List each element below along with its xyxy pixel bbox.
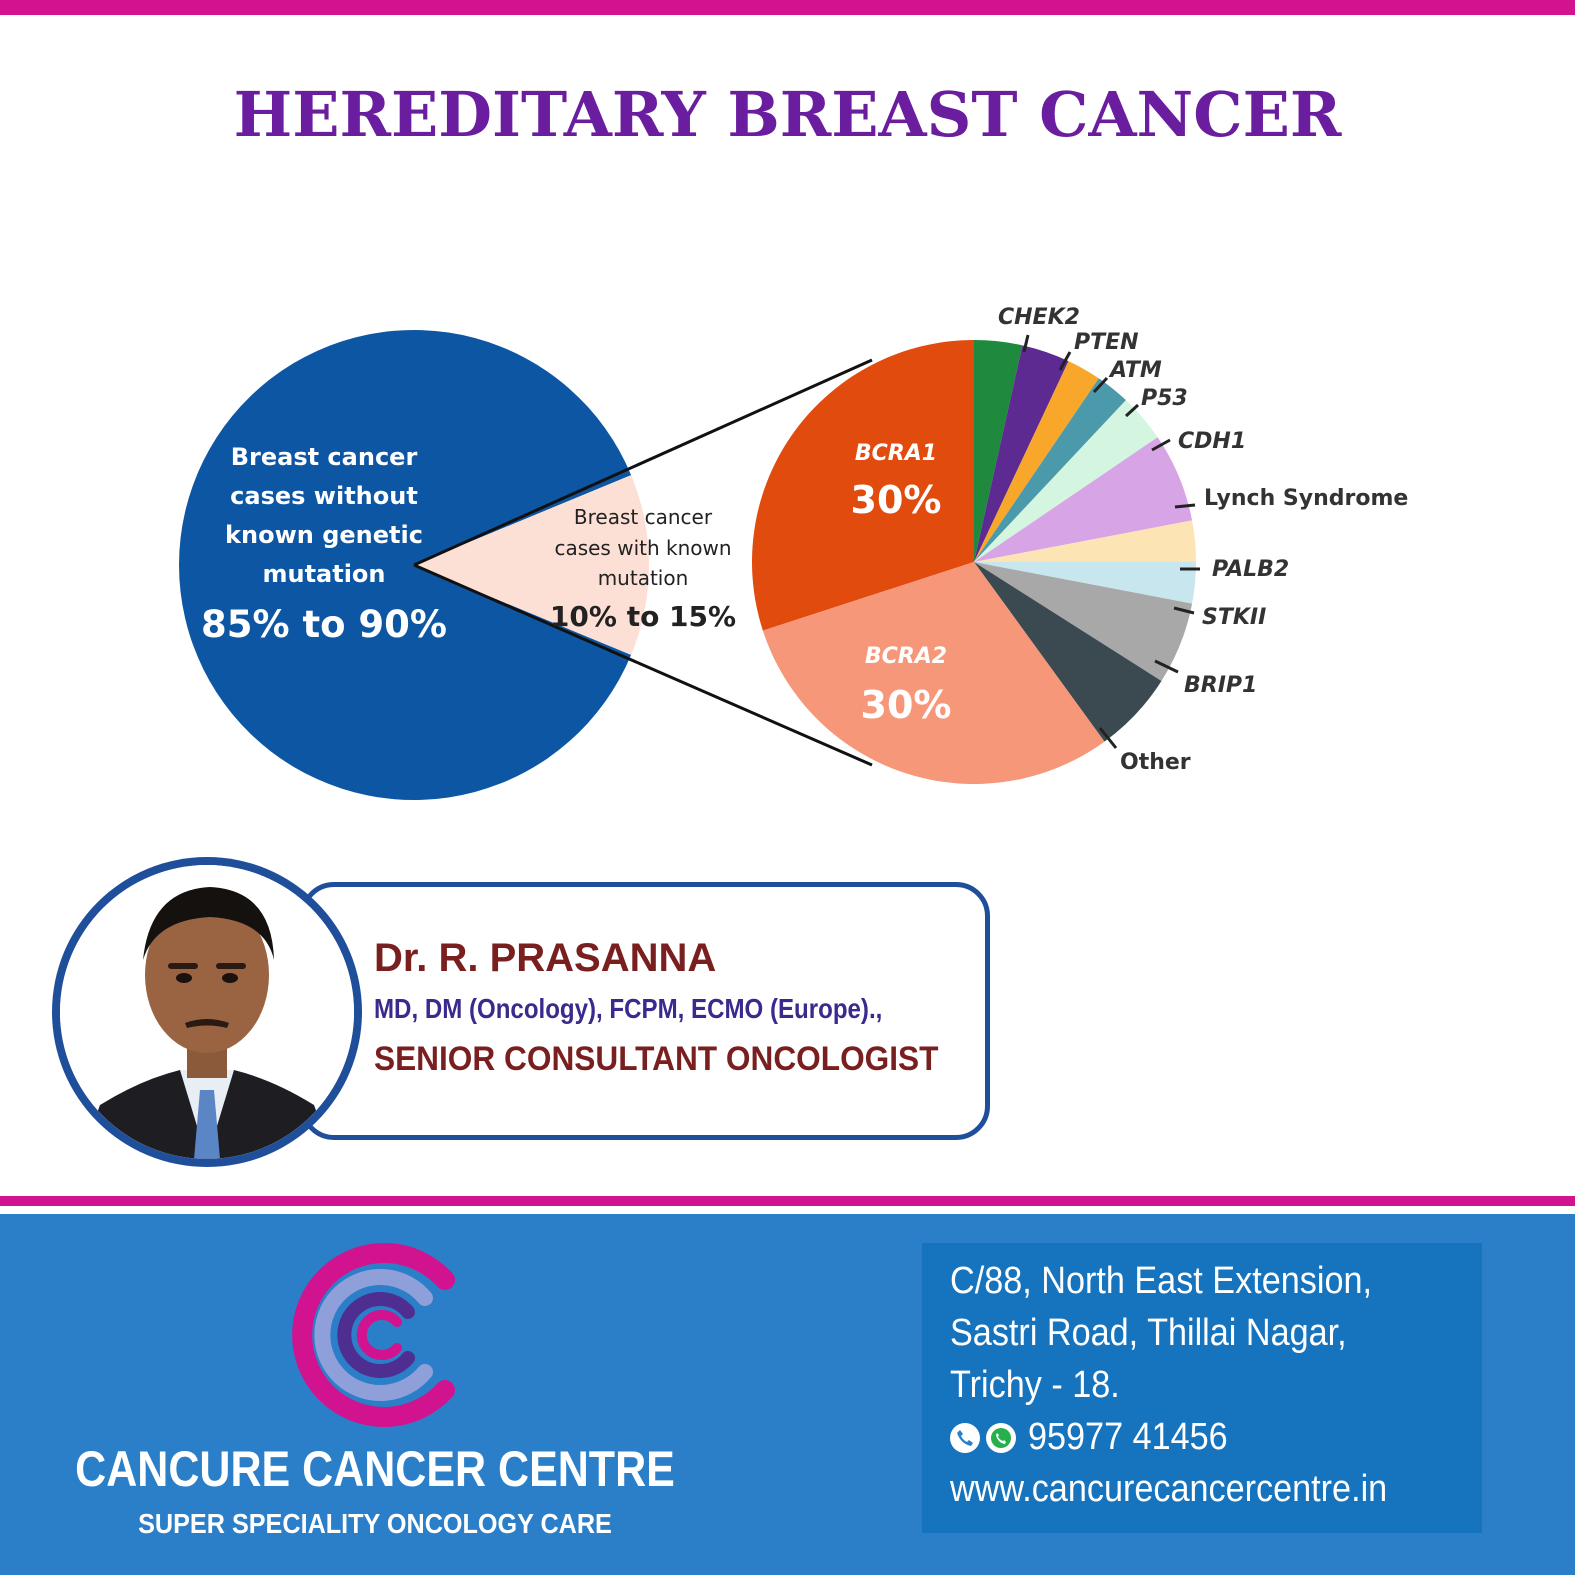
bcra1-label: BCRA1	[855, 441, 937, 466]
label-chek2: CHEK2	[998, 305, 1080, 330]
whatsapp-icon	[986, 1422, 1016, 1453]
label-atm: ATM	[1108, 358, 1162, 383]
slice-without-known-mutation	[179, 330, 632, 800]
leader-chek2	[1022, 334, 1030, 353]
left-pie-label-line4: mutation	[262, 560, 385, 588]
wedge-label-line1: Breast cancer	[574, 505, 713, 529]
address-line-2: Sastri Road, Thillai Nagar,	[950, 1312, 1347, 1354]
left-pie-label-line3: known genetic	[225, 521, 423, 549]
wedge-label-line3: mutation	[598, 566, 689, 590]
leader-atm	[1092, 376, 1109, 394]
slice-stkii	[974, 562, 1196, 604]
leader-brip1	[1154, 659, 1179, 674]
centre-tagline: SUPER SPECIALITY ONCOLOGY CARE	[138, 1508, 612, 1539]
slice-p53	[974, 378, 1126, 562]
slice-lynch-syndrome	[974, 437, 1193, 562]
doctor-qualifications: MD, DM (Oncology), FCPM, ECMO (Europe).,	[374, 993, 883, 1024]
website-link[interactable]: www.cancurecancercentre.in	[950, 1468, 1388, 1510]
doctor-photo	[60, 865, 354, 1159]
doctor-role: SENIOR CONSULTANT ONCOLOGIST	[374, 1040, 939, 1078]
left-pie-value: 85% to 90%	[201, 603, 447, 646]
page-title: HEREDITARY BREAST CANCER	[233, 78, 1342, 151]
zoom-line-top	[413, 358, 873, 567]
slice-with-known-mutation	[414, 475, 649, 655]
label-p53: P53	[1141, 386, 1188, 411]
wedge-label-line2: cases with known	[554, 536, 731, 560]
address-box	[922, 1243, 1482, 1533]
slice-bcra2	[762, 562, 1105, 784]
hereditary-breast-cancer-chart: Breast cancer cases without known geneti…	[179, 305, 1408, 800]
slice-other	[974, 562, 1162, 742]
callout-leaders	[1022, 334, 1200, 749]
leader-other	[1098, 727, 1118, 749]
zoom-line-bottom	[413, 563, 873, 767]
bcra2-label: BCRA2	[865, 644, 947, 669]
slice-palb2	[974, 520, 1196, 562]
zoom-lines	[413, 358, 873, 767]
phone-number[interactable]: 95977 41456	[1028, 1416, 1228, 1458]
left-pie-label-line2: cases without	[230, 482, 418, 510]
label-palb2: PALB2	[1212, 557, 1289, 582]
phone-icon	[950, 1422, 980, 1453]
doctor-portrait-image	[60, 865, 354, 1159]
label-pten: PTEN	[1074, 330, 1139, 355]
doctor-info-card	[300, 882, 990, 1140]
right-pie	[752, 340, 1196, 784]
doctor-name: Dr. R. PRASANNA	[374, 936, 717, 980]
footer-accent-line	[0, 1196, 1575, 1206]
label-brip1: BRIP1	[1184, 673, 1257, 698]
leader-lynch-syndrome	[1174, 503, 1196, 509]
top-accent-bar	[0, 0, 1575, 15]
leader-p53	[1124, 403, 1140, 418]
address-line-3: Trichy - 18.	[950, 1364, 1120, 1406]
label-other: Other	[1120, 750, 1191, 775]
slice-pten	[974, 345, 1069, 562]
left-pie	[179, 330, 649, 800]
phone-row: 95977 41456	[950, 1416, 1250, 1459]
leader-stkii	[1173, 606, 1195, 615]
centre-name: CANCURE CANCER CENTRE	[75, 1441, 675, 1497]
slice-cdh1	[974, 400, 1158, 562]
label-lynch-syndrome: Lynch Syndrome	[1204, 486, 1408, 511]
address-line-1: C/88, North East Extension,	[950, 1260, 1373, 1302]
slice-brip1	[974, 562, 1193, 681]
label-cdh1: CDH1	[1178, 429, 1246, 454]
slice-chek2	[974, 340, 1023, 562]
bcra2-value: 30%	[861, 683, 952, 727]
bcra1-value: 30%	[851, 478, 942, 522]
wedge-value: 10% to 15%	[550, 600, 736, 633]
cancure-logo	[292, 1243, 455, 1427]
left-pie-label-line1: Breast cancer	[231, 443, 418, 471]
slice-bcra1	[752, 340, 974, 631]
leader-pten	[1058, 351, 1072, 371]
label-stkii: STKII	[1202, 605, 1266, 630]
leader-cdh1	[1151, 438, 1171, 452]
slice-atm	[974, 361, 1099, 562]
